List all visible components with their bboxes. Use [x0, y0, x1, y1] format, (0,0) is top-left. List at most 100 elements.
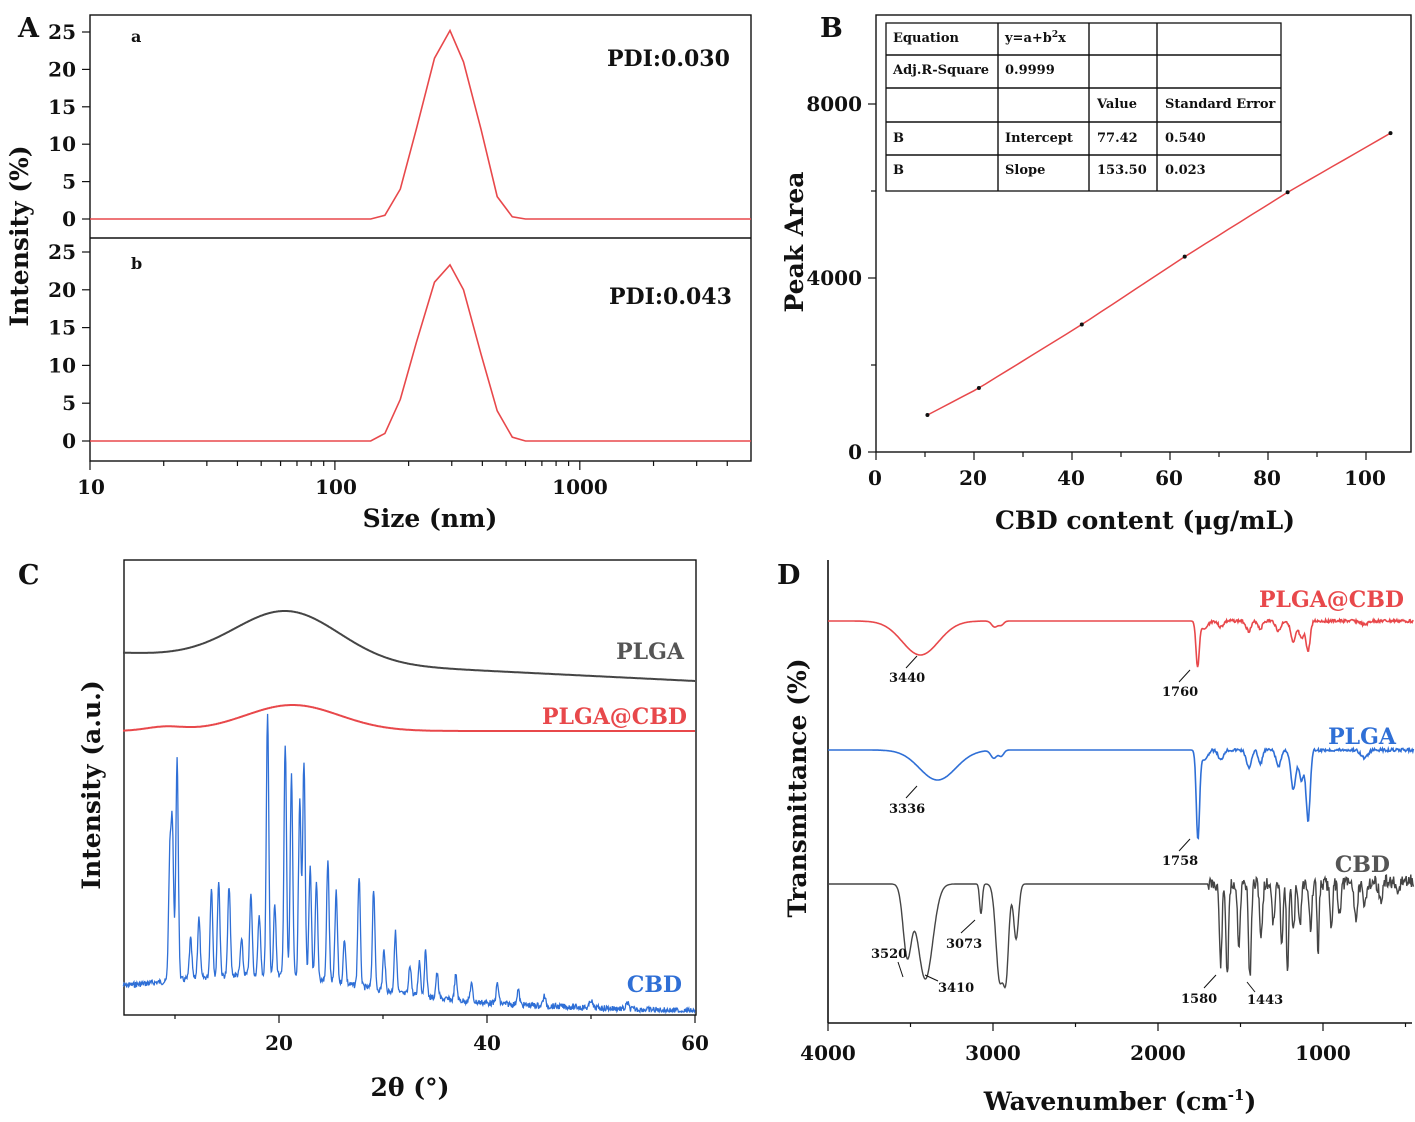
panel-c-x-label: 2θ (°) — [371, 1073, 450, 1102]
peak-label-3520: 3520 — [871, 947, 907, 962]
panel-d-x-label: Wavenumber (cm-1) — [983, 1086, 1257, 1116]
panel-d-letter: D — [777, 560, 800, 591]
table-r2c1: Adj.R-Square — [892, 63, 989, 78]
table-r5c4: 0.023 — [1165, 163, 1206, 178]
table-r5c1: B — [893, 163, 904, 178]
panel-d-cbd-line — [828, 874, 1415, 989]
panel-d-x-tick-2000: 2000 — [1130, 1041, 1186, 1065]
a-ytick-label-bottom-20: 20 — [48, 278, 76, 302]
arrow-1760 — [1178, 669, 1191, 683]
panel-d-ticks — [827, 1023, 1407, 1031]
panel-b-frame — [875, 14, 1412, 453]
panel-d-x-tick-4000: 4000 — [800, 1041, 856, 1065]
peak-label-3410: 3410 — [938, 981, 974, 996]
panel-a-sublabel-b: b — [131, 254, 142, 273]
table-r4c4: 0.540 — [1165, 131, 1206, 146]
a-ytick-label-top-10: 10 — [48, 132, 76, 156]
panel-a-letter: A — [17, 13, 40, 44]
a-ytick-label-bottom-0: 0 — [62, 429, 76, 453]
panel-b-y-tick-4000: 4000 — [806, 266, 862, 290]
arrow-3520 — [897, 961, 904, 978]
panel-c-plga-line — [123, 610, 695, 682]
arrow-3336 — [905, 785, 918, 799]
panel-d-x-tick-1000: 1000 — [1295, 1041, 1351, 1065]
b-point-2 — [1079, 322, 1084, 327]
b-point-1 — [976, 386, 981, 391]
panel-d-peak-annotations — [897, 655, 1256, 993]
arrow-1443 — [1246, 981, 1256, 993]
panel-b-x-tick-0: 0 — [868, 466, 882, 490]
panel-a-ticks — [82, 31, 728, 470]
panel-b-fit-line — [927, 132, 1391, 416]
table-r5c2: Slope — [1005, 163, 1045, 178]
panel-a-x-tick-1000: 1000 — [552, 475, 608, 499]
panel-b-x-label: CBD content (μg/mL) — [995, 506, 1295, 535]
panel-a: A 0 0 5 5 10 10 15 15 20 20 25 25 10 100 1000 Size … — [5, 13, 752, 533]
panel-a-pdi-b: PDI:0.043 — [609, 284, 732, 310]
peak-label-1443: 1443 — [1247, 993, 1283, 1008]
a-ytick-label-top-25: 25 — [48, 20, 76, 44]
panel-d-plga-line — [828, 745, 1415, 840]
panel-d: D 4000 3000 2000 1000 Wavenumber (cm-1) … — [777, 560, 1415, 1116]
panel-c-x-tick-40: 40 — [473, 1031, 501, 1055]
b-point-5 — [1388, 131, 1393, 136]
a-ytick-label-top-5: 5 — [62, 170, 76, 194]
table-r4c1: B — [893, 131, 904, 146]
table-r1c2: y=a+b2x — [1004, 30, 1066, 46]
panel-a-x-label: Size (nm) — [363, 504, 498, 533]
panel-c-x-tick-20: 20 — [265, 1031, 293, 1055]
panel-a-x-tick-10: 10 — [77, 475, 105, 499]
b-point-0 — [925, 413, 930, 418]
peak-label-3336: 3336 — [889, 802, 925, 817]
table-r1c1: Equation — [893, 31, 959, 46]
panel-d-legend-cbd: CBD — [1335, 852, 1390, 878]
panel-c-frame — [123, 559, 697, 1016]
panel-b-x-tick-80: 80 — [1253, 466, 1281, 490]
panel-a-pdi-a: PDI:0.030 — [607, 46, 730, 72]
panel-c: C 20 40 60 2θ (°) Intensity (a.u.) PLGA … — [18, 559, 709, 1102]
panel-b-fit-table: Equation y=a+b2x Adj.R-Square 0.9999 Val… — [885, 22, 1282, 192]
arrow-3410 — [924, 974, 939, 982]
peak-label-1758: 1758 — [1162, 854, 1198, 869]
panel-c-legend-plga-cbd: PLGA@CBD — [542, 704, 687, 730]
panel-c-legend-plga: PLGA — [616, 639, 685, 665]
a-ytick-label-bottom-15: 15 — [48, 316, 76, 340]
peak-label-1760: 1760 — [1162, 685, 1198, 700]
b-point-3 — [1182, 254, 1187, 259]
panel-b-x-tick-100: 100 — [1344, 466, 1386, 490]
arrow-1580 — [1203, 974, 1217, 989]
peak-label-1580: 1580 — [1181, 992, 1217, 1007]
a-ytick-label-top-0: 0 — [62, 207, 76, 231]
a-ytick-label-top-15: 15 — [48, 95, 76, 119]
panel-b-x-tick-40: 40 — [1057, 466, 1085, 490]
a-ytick-label-bottom-5: 5 — [62, 391, 76, 415]
arrow-3073 — [960, 919, 976, 934]
table-r5c3: 153.50 — [1097, 163, 1147, 178]
a-ytick-label-bottom-25: 25 — [48, 240, 76, 264]
panel-c-letter: C — [18, 560, 40, 591]
table-r3c4: Standard Error — [1165, 97, 1276, 112]
panel-a-y-tick-labels: 0 0 5 5 10 10 15 15 20 20 25 25 — [48, 20, 76, 453]
panel-b-x-tick-20: 20 — [959, 466, 987, 490]
panel-b: B 0 20 40 60 80 100 0 4000 8000 CBD cont… — [780, 13, 1412, 535]
panel-d-legend-plga-cbd: PLGA@CBD — [1259, 587, 1404, 613]
panel-c-ticks — [174, 1015, 696, 1023]
peak-label-3073: 3073 — [946, 937, 982, 952]
arrow-1758 — [1178, 838, 1191, 852]
b-point-4 — [1285, 190, 1290, 195]
table-r4c2: Intercept — [1005, 131, 1073, 146]
panel-b-y-label: Peak Area — [780, 172, 809, 313]
arrow-3440 — [905, 655, 918, 669]
table-r3c3: Value — [1096, 97, 1137, 112]
a-ytick-label-top-20: 20 — [48, 57, 76, 81]
panel-a-y-label: Intensity (%) — [5, 145, 34, 326]
panel-c-legend-cbd: CBD — [627, 972, 682, 998]
panel-c-cbd-line — [122, 713, 696, 1015]
panel-a-sublabel-a: a — [131, 27, 141, 46]
panel-b-letter: B — [820, 13, 843, 44]
a-ytick-label-bottom-10: 10 — [48, 353, 76, 377]
panel-c-y-label: Intensity (a.u.) — [77, 680, 106, 889]
panel-b-x-tick-60: 60 — [1155, 466, 1183, 490]
panel-b-y-tick-0: 0 — [848, 440, 862, 464]
